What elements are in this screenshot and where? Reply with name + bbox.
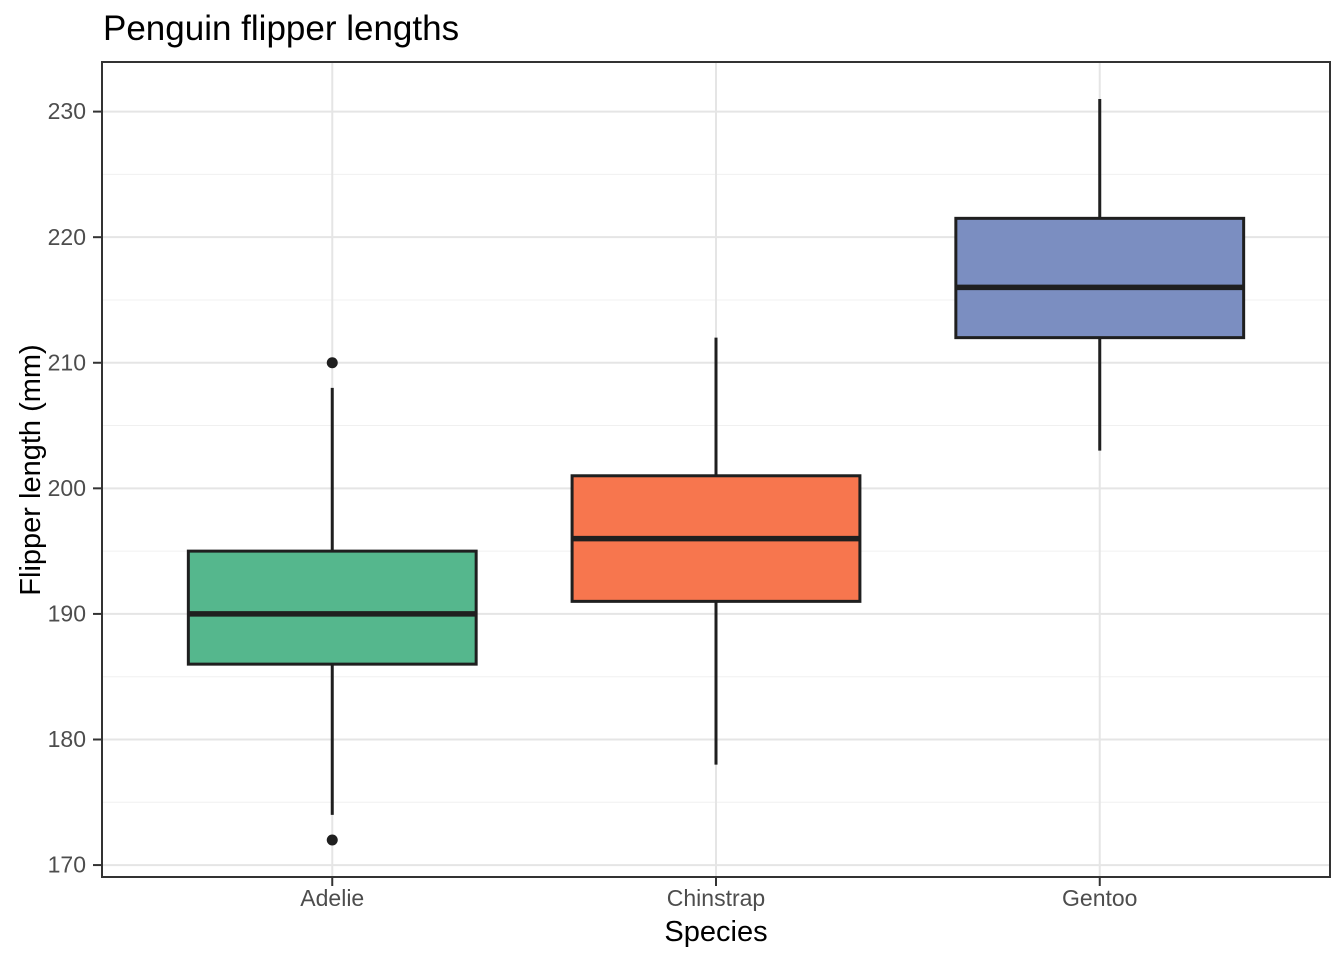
x-axis-title: Species [664, 916, 767, 948]
y-axis-title: Flipper length (mm) [15, 344, 47, 595]
iqr-box [954, 216, 1246, 340]
y-tick-label: 230 [48, 98, 86, 124]
x-tick-label: Adelie [300, 885, 364, 911]
axes-layer: 170 180 190 200 210 220 230 Adelie Chinstrap Gent… [48, 98, 1138, 911]
boxplot-chinstrap [570, 337, 862, 765]
boxplot-adelie [186, 357, 478, 846]
y-tick-label: 200 [48, 475, 86, 501]
y-tick-label: 180 [48, 726, 86, 752]
y-tick-label: 190 [48, 601, 86, 627]
x-tick-label: Chinstrap [667, 885, 765, 911]
iqr-box [186, 549, 478, 666]
boxplot-gentoo [954, 99, 1246, 451]
y-tick-label: 170 [48, 852, 86, 878]
outlier-point [326, 357, 338, 369]
boxes-layer [186, 99, 1246, 846]
x-tick-label: Gentoo [1062, 885, 1137, 911]
y-tick-label: 210 [48, 349, 86, 375]
outlier-point [326, 834, 338, 846]
chart-title: Penguin flipper lengths [103, 9, 459, 48]
y-tick-label: 220 [48, 224, 86, 250]
